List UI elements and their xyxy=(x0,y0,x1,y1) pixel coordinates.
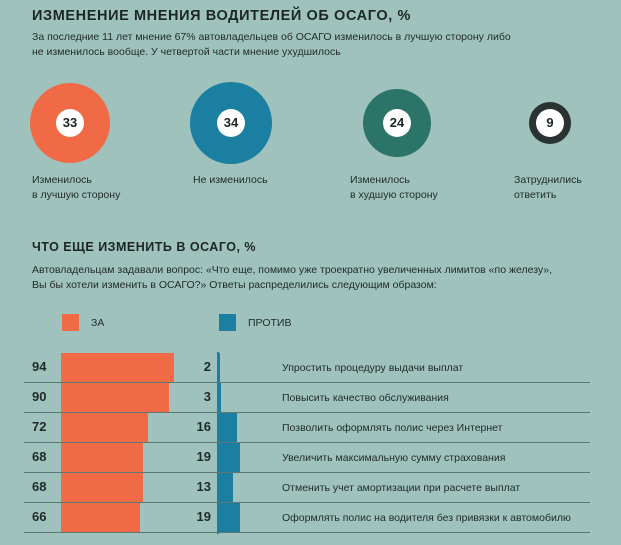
section1-title: ИЗМЕНЕНИЕ МНЕНИЯ ВОДИТЕЛЕЙ ОБ ОСАГО, % xyxy=(32,8,411,24)
protiv-bar xyxy=(218,473,233,502)
za-value-label: 68 xyxy=(32,449,47,464)
opinion-label: Изменилось в лучшую сторону xyxy=(32,173,120,203)
opinion-label: Затруднились ответить xyxy=(514,173,582,203)
protiv-bar xyxy=(218,443,240,472)
row-divider xyxy=(24,412,590,413)
protiv-bar xyxy=(218,353,220,382)
opinion-value-badge: 33 xyxy=(56,109,84,137)
legend-swatch-protiv xyxy=(219,314,236,331)
opinion-label: Не изменилось xyxy=(193,173,268,188)
protiv-bar xyxy=(218,383,221,412)
section1-subtitle: За последние 11 лет мнение 67% автовладе… xyxy=(32,30,572,60)
section1-subtitle-line2: не изменилось вообще. У четвертой части … xyxy=(32,46,341,58)
protiv-value-label: 2 xyxy=(203,359,211,374)
za-value-label: 68 xyxy=(32,479,47,494)
row-divider xyxy=(24,502,590,503)
za-bar xyxy=(61,503,140,532)
opinion-circles: 33 Изменилось в лучшую сторону 34 Не изменил… xyxy=(0,0,621,230)
row-divider xyxy=(24,382,590,383)
za-bar xyxy=(61,443,143,472)
section1-subtitle-line1: За последние 11 лет мнение 67% автовладе… xyxy=(32,31,511,43)
opinion-label-line: в лучшую сторону xyxy=(32,189,121,201)
za-value-label: 90 xyxy=(32,389,47,404)
opinion-label-line: Не изменилось xyxy=(193,174,268,186)
protiv-bar xyxy=(218,503,240,532)
protiv-value-label: 19 xyxy=(196,449,211,464)
legend-label-za: ЗА xyxy=(91,317,105,329)
row-category-label: Повысить качество обслуживания xyxy=(282,392,449,404)
table-row: 68 19 Увеличить максимальную сумму страхов… xyxy=(24,443,590,473)
table-row: 66 19 Оформлять полис на водителя без прив… xyxy=(24,503,590,533)
legend-swatch-za xyxy=(62,314,79,331)
opinion-label-line: ответить xyxy=(514,189,557,201)
za-bar xyxy=(61,383,169,412)
protiv-bar xyxy=(218,413,237,442)
za-bar xyxy=(61,473,143,502)
opinion-value-badge: 24 xyxy=(383,109,411,137)
protiv-value-label: 19 xyxy=(196,509,211,524)
table-row: 68 13 Отменить учет амортизации при расчет… xyxy=(24,473,590,503)
row-category-label: Оформлять полис на водителя без привязки… xyxy=(282,512,571,524)
protiv-value-label: 13 xyxy=(196,479,211,494)
za-value-label: 94 xyxy=(32,359,47,374)
section2-subtitle-line1: Автовладельцам задавали вопрос: «Что еще… xyxy=(32,264,553,276)
opinion-label: Изменилось в худшую сторону xyxy=(350,173,438,203)
table-row: 90 3 Повысить качество обслуживания xyxy=(24,383,590,413)
za-bar xyxy=(61,413,148,442)
row-divider xyxy=(24,442,590,443)
legend-label-protiv: ПРОТИВ xyxy=(248,317,292,329)
opinion-label-line: Изменилось xyxy=(32,174,92,186)
row-divider xyxy=(24,532,590,533)
row-category-label: Позволить оформлять полис через Интернет xyxy=(282,422,503,434)
protiv-value-label: 3 xyxy=(203,389,211,404)
row-category-label: Упростить процедуру выдачи выплат xyxy=(282,362,464,374)
row-divider xyxy=(24,472,590,473)
za-bar xyxy=(61,353,174,382)
opinion-value-badge: 34 xyxy=(217,109,245,137)
section2-subtitle-line2: Вы бы хотели изменить в ОСАГО?» Ответы р… xyxy=(32,279,437,291)
section2-title: ЧТО ЕЩЕ ИЗМЕНИТЬ В ОСАГО, % xyxy=(32,240,257,254)
opinion-value-badge: 9 xyxy=(536,109,564,137)
za-value-label: 72 xyxy=(32,419,47,434)
table-row: 94 2 Упростить процедуру выдачи выплат xyxy=(24,353,590,383)
section2-subtitle: Автовладельцам задавали вопрос: «Что еще… xyxy=(32,263,602,293)
table-row: 72 16 Позволить оформлять полис через Инте… xyxy=(24,413,590,443)
protiv-value-label: 16 xyxy=(196,419,211,434)
opinion-label-line: в худшую сторону xyxy=(350,189,438,201)
opinion-label-line: Изменилось xyxy=(350,174,410,186)
row-category-label: Отменить учет амортизации при расчете вы… xyxy=(282,482,521,494)
za-value-label: 66 xyxy=(32,509,47,524)
row-category-label: Увеличить максимальную сумму страхования xyxy=(282,452,506,464)
opinion-label-line: Затруднились xyxy=(514,174,582,186)
